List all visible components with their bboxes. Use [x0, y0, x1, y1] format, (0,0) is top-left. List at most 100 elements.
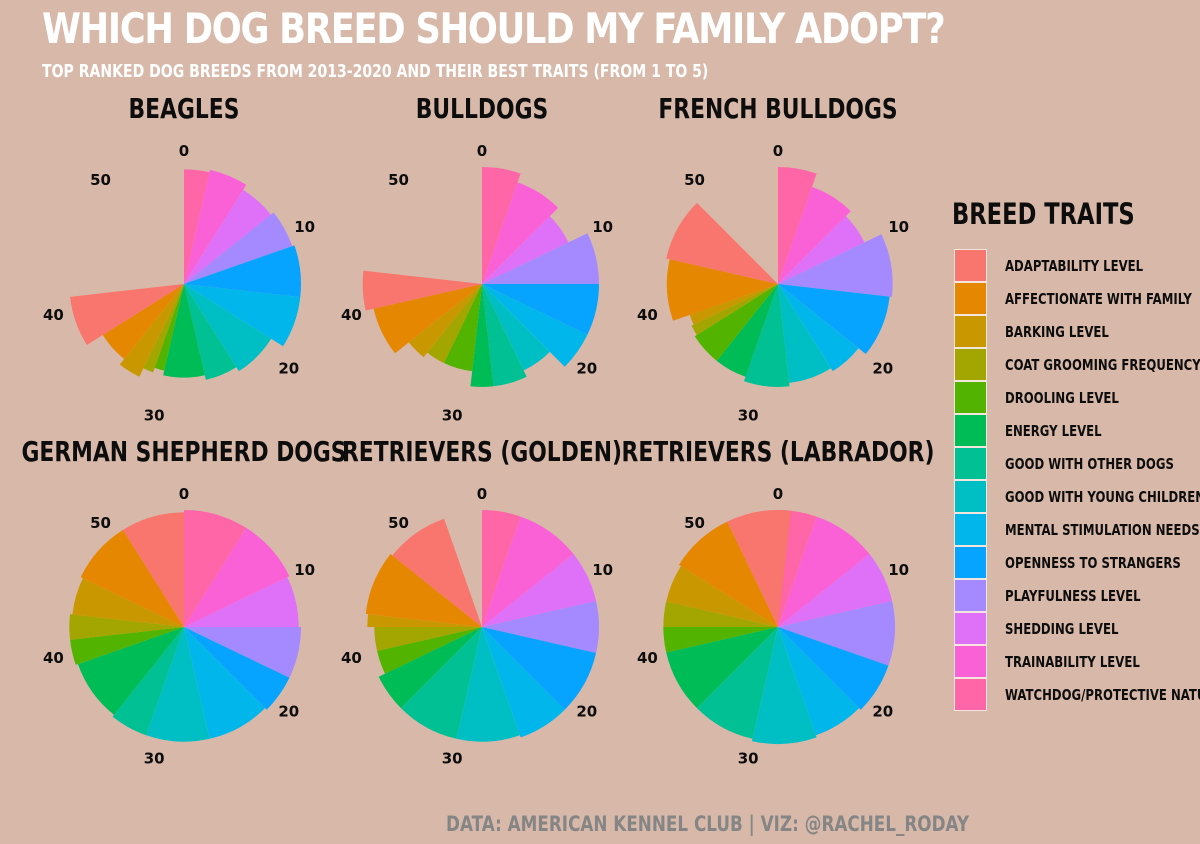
legend-color-key — [954, 513, 987, 546]
legend-color-key — [954, 480, 987, 513]
pie-wedge — [482, 284, 527, 387]
legend-color-key — [954, 447, 987, 480]
legend-item: SHEDDING LEVEL — [952, 612, 1197, 645]
pie-wedge — [482, 627, 597, 710]
legend-label: PLAYFULNESS LEVEL — [1005, 587, 1141, 605]
legend-color-key — [954, 546, 987, 579]
pie-wedge — [778, 627, 860, 736]
pie-wedge — [482, 284, 599, 335]
theta-tick-label: 50 — [684, 171, 705, 189]
pie-wedge — [184, 169, 210, 284]
pie-wedge — [778, 284, 859, 372]
theta-tick-label: 10 — [294, 218, 315, 236]
pie-wedge — [69, 614, 184, 640]
theta-tick-label: 50 — [388, 514, 409, 532]
legend-item: AFFECTIONATE WITH FAMILY — [952, 282, 1197, 315]
theta-tick-label: 30 — [144, 407, 165, 425]
legend-label: COAT GROOMING FREQUENCY — [1005, 356, 1200, 374]
legend-color-key — [954, 612, 987, 645]
pie-wedge — [427, 284, 482, 364]
theta-tick-label: 20 — [278, 703, 299, 721]
pie-wedge — [119, 284, 184, 377]
legend-label: BARKING LEVEL — [1005, 323, 1109, 341]
theta-tick-label: 40 — [637, 649, 658, 667]
legend-label: SHEDDING LEVEL — [1005, 620, 1119, 638]
theta-tick-label: 40 — [637, 306, 658, 324]
pie-wedge — [482, 510, 521, 627]
pie-panel: GERMAN SHEPHERD DOGS 0 10 20 30 40 50 — [21, 435, 346, 767]
pie-wedge — [482, 167, 521, 284]
pie-wedge — [367, 614, 482, 627]
theta-tick-label: 30 — [144, 750, 165, 768]
legend-color-key — [954, 381, 987, 414]
theta-tick-label: 30 — [442, 750, 463, 768]
legend-label: MENTAL STIMULATION NEEDS — [1005, 521, 1200, 539]
pie-wedge — [778, 627, 889, 710]
chart-subtitle: TOP RANKED DOG BREEDS FROM 2013-2020 AND… — [42, 61, 709, 82]
theta-tick-label: 40 — [341, 649, 362, 667]
legend-color-key — [954, 645, 987, 678]
chart-title: WHICH DOG BREED SHOULD MY FAMILY ADOPT? — [42, 4, 946, 53]
legend-label: GOOD WITH YOUNG CHILDREN — [1005, 488, 1200, 506]
theta-tick-label: 0 — [773, 485, 783, 503]
pie-wedge — [184, 284, 301, 347]
theta-tick-label: 0 — [477, 142, 487, 160]
legend-label: WATCHDOG/PROTECTIVE NATURE — [1005, 686, 1200, 704]
legend-label: AFFECTIONATE WITH FAMILY — [1005, 290, 1192, 308]
legend-color-key — [954, 579, 987, 612]
pie-wedge — [408, 284, 482, 358]
legend-item: TRAINABILITY LEVEL — [952, 645, 1197, 678]
pie-wedge — [778, 284, 890, 355]
panel-title: RETRIEVERS (LABRADOR) — [622, 435, 935, 467]
pie-wedge — [374, 627, 482, 651]
pie-wedge — [400, 627, 482, 739]
theta-tick-label: 10 — [592, 218, 613, 236]
theta-tick-label: 40 — [43, 306, 64, 324]
pie-wedge — [184, 527, 290, 627]
legend-item: ADAPTABILITY LEVEL — [952, 249, 1197, 282]
pie-wedge — [666, 259, 778, 321]
pie-wedge — [689, 284, 778, 325]
legend-item: OPENNESS TO STRANGERS — [952, 546, 1197, 579]
pie-wedge — [365, 554, 482, 627]
legend-color-key — [954, 414, 987, 447]
pie-wedge — [184, 284, 272, 372]
pie-wedge — [482, 182, 559, 284]
pie-wedge — [743, 284, 790, 387]
pie-panel: RETRIEVERS (GOLDEN) 0 10 20 30 40 50 — [341, 435, 622, 767]
legend: BREED TRAITS ADAPTABILITY LEVEL AFFECTION… — [952, 192, 1200, 711]
legend-label: ADAPTABILITY LEVEL — [1005, 257, 1144, 275]
theta-tick-label: 50 — [90, 171, 111, 189]
pie-wedge — [778, 216, 865, 284]
pie-wedge — [778, 284, 831, 383]
pie-wedge — [482, 600, 600, 654]
theta-tick-label: 0 — [773, 142, 783, 160]
pie-wedge — [666, 627, 778, 709]
legend-item: COAT GROOMING FREQUENCY — [952, 348, 1200, 381]
pie-wedge — [146, 627, 210, 742]
panel-title: RETRIEVERS (GOLDEN) — [342, 435, 622, 467]
pie-wedge — [70, 284, 184, 345]
theta-tick-label: 20 — [278, 360, 299, 378]
pie-wedge — [362, 270, 482, 311]
pie-panel: RETRIEVERS (LABRADOR) 0 10 20 30 40 50 — [622, 435, 935, 767]
pie-wedge — [778, 186, 851, 284]
pie-wedge — [184, 627, 266, 739]
legend-color-key — [954, 315, 987, 348]
panel-title: FRENCH BULLDOGS — [658, 92, 897, 124]
legend-item: GOOD WITH OTHER DOGS — [952, 447, 1197, 480]
pie-wedge — [392, 518, 482, 627]
pie-wedge — [184, 284, 237, 380]
pie-wedge — [691, 284, 778, 336]
pie-wedge — [663, 627, 778, 653]
theta-tick-label: 10 — [888, 218, 909, 236]
panel-title: BULLDOGS — [416, 92, 548, 124]
pie-wedge — [102, 284, 184, 360]
pie-wedge — [470, 284, 494, 387]
theta-tick-label: 50 — [388, 171, 409, 189]
theta-tick-label: 30 — [738, 407, 759, 425]
pie-wedge — [184, 245, 301, 298]
theta-tick-label: 0 — [477, 485, 487, 503]
theta-tick-label: 20 — [872, 703, 893, 721]
legend-color-key — [954, 678, 987, 711]
